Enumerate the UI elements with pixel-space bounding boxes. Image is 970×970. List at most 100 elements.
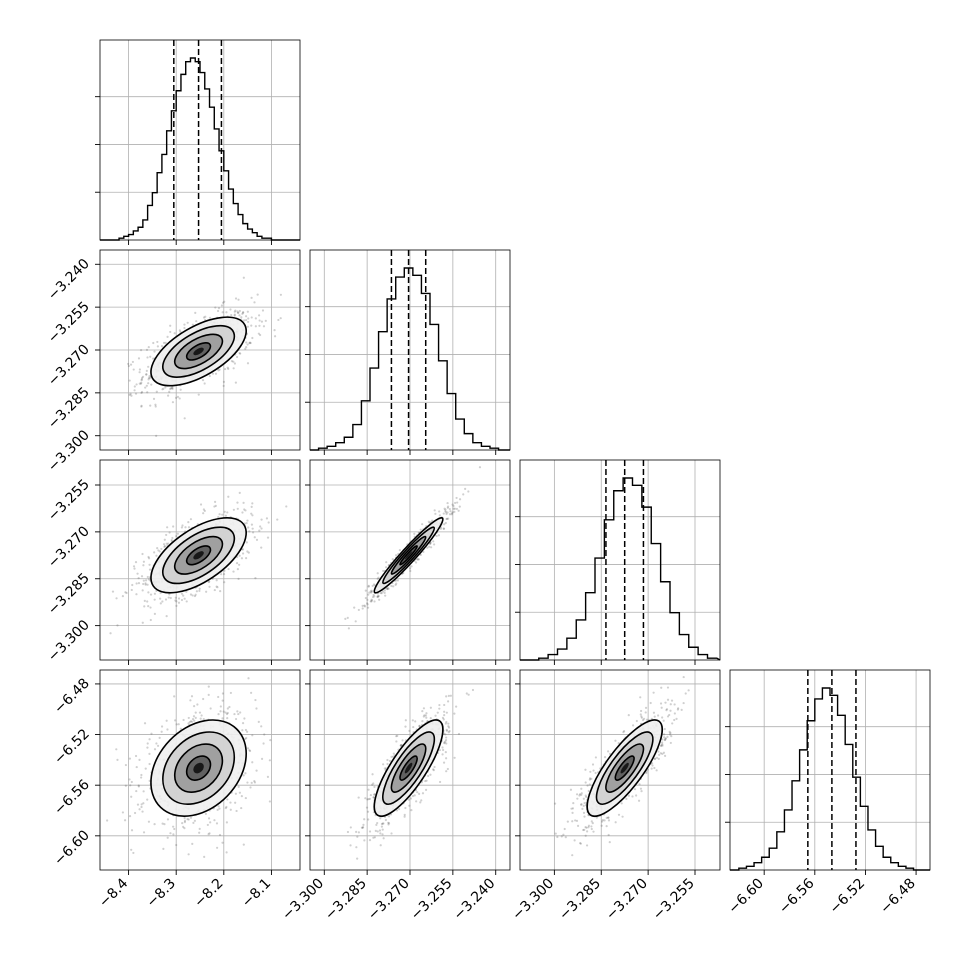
scatter-point <box>175 723 178 726</box>
scatter-point <box>422 715 425 718</box>
scatter-point <box>147 346 150 349</box>
scatter-point <box>458 498 462 501</box>
scatter-point <box>204 812 208 815</box>
scatter-point <box>251 502 254 505</box>
scatter-point <box>174 596 177 599</box>
scatter-point <box>607 819 611 822</box>
scatter-point <box>154 405 157 408</box>
scatter-point <box>224 711 227 714</box>
scatter-point <box>673 718 676 722</box>
scatter-point <box>372 583 376 586</box>
scatter-point <box>408 804 411 807</box>
scatter-point <box>399 744 402 747</box>
scatter-point <box>394 583 397 587</box>
scatter-point <box>245 346 248 349</box>
scatter-point <box>146 798 149 801</box>
scatter-point <box>256 293 259 296</box>
scatter-point <box>149 593 153 596</box>
scatter-point <box>173 332 176 335</box>
scatter-point <box>243 319 246 322</box>
scatter-point <box>380 591 383 595</box>
scatter-point <box>556 835 559 839</box>
scatter-point <box>148 568 152 571</box>
scatter-point <box>158 736 161 739</box>
scatter-point <box>363 818 366 821</box>
scatter-point <box>222 710 225 713</box>
scatter-point <box>219 710 222 713</box>
scatter-point <box>381 833 384 836</box>
contour-line-2 <box>162 324 236 378</box>
scatter-point <box>264 319 267 322</box>
scatter-point <box>134 392 138 395</box>
contour-line-0 <box>399 755 418 781</box>
scatter-point <box>589 770 592 773</box>
scatter-point <box>431 519 434 522</box>
scatter-point <box>414 561 418 564</box>
scatter-point <box>408 567 412 570</box>
scatter-point <box>169 387 172 390</box>
scatter-point <box>346 830 350 834</box>
scatter-point <box>146 600 149 603</box>
scatter-point <box>224 367 227 371</box>
scatter-point <box>444 722 447 725</box>
scatter-point <box>416 557 419 561</box>
scatter-point <box>225 805 228 809</box>
scatter-point <box>250 523 254 526</box>
scatter-point <box>124 591 127 594</box>
scatter-point <box>370 590 374 593</box>
scatter-point <box>244 315 248 318</box>
scatter-point <box>218 368 221 371</box>
scatter-point <box>124 763 127 767</box>
scatter-point <box>355 846 358 849</box>
scatter-point <box>279 317 282 320</box>
scatter-point <box>669 703 672 706</box>
scatter-point <box>376 572 379 575</box>
scatter-point <box>193 594 197 598</box>
scatter-point <box>233 310 236 313</box>
scatter-point <box>246 781 249 784</box>
scatter-point <box>421 710 424 713</box>
scatter-point <box>370 599 374 602</box>
scatter-point <box>253 780 256 783</box>
scatter-point <box>368 591 371 594</box>
scatter-point <box>356 857 359 860</box>
scatter-point <box>115 748 118 751</box>
scatter-point <box>177 723 180 726</box>
scatter-point <box>262 742 265 745</box>
scatter-point <box>444 733 447 736</box>
scatter-point <box>207 833 210 836</box>
scatter-point <box>183 819 187 822</box>
scatter-point <box>121 595 124 598</box>
scatter-point <box>128 757 132 760</box>
scatter-point <box>202 508 205 511</box>
scatter-point <box>367 788 370 791</box>
x-tick-label: −8.3 <box>144 876 179 911</box>
scatter-point <box>202 316 206 319</box>
scatter-point <box>356 835 359 838</box>
x-tick-label: −8.1 <box>239 876 274 911</box>
scatter-point <box>443 703 446 707</box>
scatter-point <box>147 365 150 368</box>
scatter-point <box>248 749 252 753</box>
scatter-point <box>145 373 148 376</box>
scatter-point <box>213 505 216 508</box>
scatter-point <box>380 825 384 828</box>
scatter-point <box>140 378 143 381</box>
scatter-point <box>158 550 161 553</box>
scatter-point <box>191 323 194 326</box>
scatter-point <box>241 311 245 314</box>
scatter-point <box>198 589 201 593</box>
scatter-point <box>434 714 437 717</box>
scatter-point <box>189 816 193 819</box>
scatter-point <box>198 827 201 830</box>
scatter-point <box>439 527 442 530</box>
scatter-point <box>464 487 467 490</box>
scatter-point <box>371 595 375 599</box>
scatter-point <box>644 706 648 709</box>
scatter-point <box>140 405 143 408</box>
scatter-point <box>141 376 144 379</box>
scatter-point <box>221 513 224 516</box>
scatter-point <box>276 518 279 521</box>
scatter-point <box>186 818 189 821</box>
scatter-point <box>226 798 229 801</box>
